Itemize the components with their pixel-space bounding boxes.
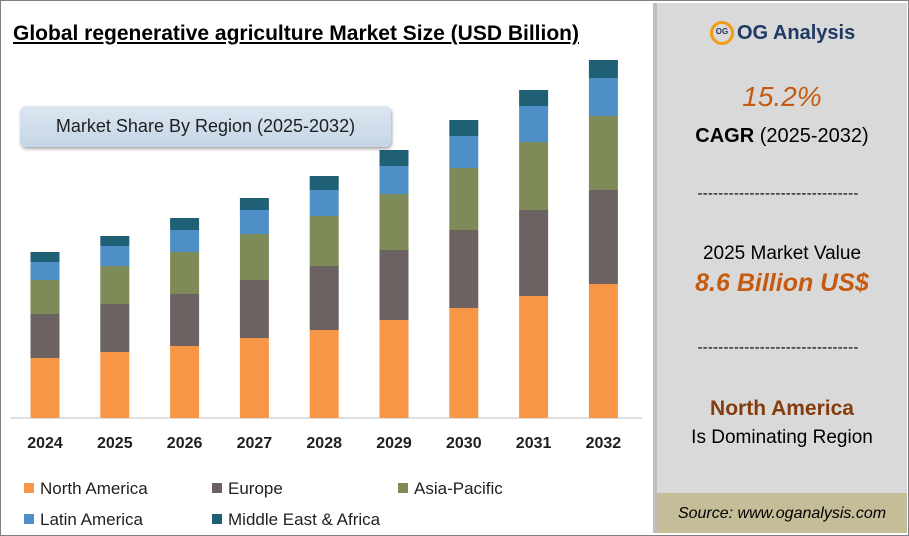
bar-2029-north-america xyxy=(379,320,409,418)
cagr-value: 15.2% xyxy=(742,81,822,112)
logo-icon-text: OG xyxy=(715,27,729,36)
bar-2030-asia-pacific xyxy=(449,168,479,230)
bar-2029-middle-east-africa xyxy=(379,150,409,166)
bar-2031-north-america xyxy=(519,296,549,418)
legend-label: Asia-Pacific xyxy=(414,479,503,498)
legend-swatch xyxy=(212,483,222,493)
bar-2029-asia-pacific xyxy=(379,194,409,250)
legend-label: North America xyxy=(40,479,148,498)
summary-panel: OG OG Analysis 15.2% CAGR (2025-2032) ---… xyxy=(653,3,907,533)
bar-2030-europe xyxy=(449,230,479,308)
divider-bottom: ------------------------------- xyxy=(697,339,859,356)
bar-2026-middle-east-africa xyxy=(170,218,200,230)
legend-item: North America xyxy=(24,479,148,499)
x-tick-label: 2032 xyxy=(586,435,622,452)
bar-2030-north-america xyxy=(449,308,479,418)
bar-2027-north-america xyxy=(239,338,269,418)
x-tick-label: 2024 xyxy=(27,435,63,452)
bar-2029-europe xyxy=(379,250,409,320)
bar-2032-north-america xyxy=(588,284,618,418)
dominating-region: North America xyxy=(710,397,854,420)
chart-subtitle: Market Share By Region (2025-2032) xyxy=(55,116,356,136)
bar-2028-middle-east-africa xyxy=(309,176,339,190)
og-analysis-logo: OG OG Analysis xyxy=(710,21,855,45)
bar-2024-asia-pacific xyxy=(30,280,60,314)
bar-2027-middle-east-africa xyxy=(239,198,269,210)
legend-label: Middle East & Africa xyxy=(228,510,381,529)
bar-2024-europe xyxy=(30,314,60,358)
legend-swatch xyxy=(212,514,222,524)
legend-item: Latin America xyxy=(24,510,143,530)
x-tick-label: 2031 xyxy=(516,435,552,452)
bar-2025-asia-pacific xyxy=(100,266,130,304)
bar-2028-north-america xyxy=(309,330,339,418)
cagr-label: CAGR (2025-2032) xyxy=(657,125,907,148)
x-tick-label: 2028 xyxy=(306,435,342,452)
bar-2031-middle-east-africa xyxy=(519,90,549,106)
x-tick-label: 2026 xyxy=(167,435,203,452)
legend-swatch xyxy=(24,514,34,524)
logo-text: OG Analysis xyxy=(737,21,856,44)
bar-2028-asia-pacific xyxy=(309,216,339,266)
bar-2032-asia-pacific xyxy=(588,116,618,190)
bar-2032-europe xyxy=(588,190,618,284)
chart-title: Global regenerative agriculture Market S… xyxy=(13,22,579,45)
bar-2027-latin-america xyxy=(239,210,269,234)
bar-2031-europe xyxy=(519,210,549,296)
bar-2025-north-america xyxy=(100,352,130,418)
dominating-label: Is Dominating Region xyxy=(691,427,873,448)
bar-2028-latin-america xyxy=(309,190,339,216)
x-tick-label: 2027 xyxy=(237,435,273,452)
x-tick-label: 2029 xyxy=(376,435,412,452)
bar-2030-middle-east-africa xyxy=(449,120,479,136)
legend-item: Asia-Pacific xyxy=(398,479,503,499)
bar-2026-latin-america xyxy=(170,230,200,252)
bar-2025-middle-east-africa xyxy=(100,236,130,246)
market-value-label: 2025 Market Value xyxy=(702,243,862,264)
bar-2027-europe xyxy=(239,280,269,338)
market-value: 8.6 Billion US$ xyxy=(695,269,869,297)
legend-item: Middle East & Africa xyxy=(212,510,380,530)
legend-item: Europe xyxy=(212,479,283,499)
bar-2027-asia-pacific xyxy=(239,234,269,280)
source-text: Source: www.oganalysis.com xyxy=(677,505,887,522)
bar-2032-middle-east-africa xyxy=(588,60,618,78)
cagr-label-period: (2025-2032) xyxy=(754,125,869,147)
legend-label: Latin America xyxy=(40,510,143,529)
stacked-bar-chart: 2024 2025 2026 2027 2028 2029 2030 2031 2032 xyxy=(10,60,642,452)
bar-2028-europe xyxy=(309,266,339,330)
bar-2031-latin-america xyxy=(519,106,549,142)
legend-label: Europe xyxy=(228,479,283,498)
divider-top: ------------------------------- xyxy=(697,185,859,202)
bar-2024-latin-america xyxy=(30,262,60,280)
source-footer: Source: www.oganalysis.com xyxy=(657,493,907,533)
cagr-label-bold: CAGR xyxy=(695,125,755,147)
x-tick-label: 2025 xyxy=(97,435,133,452)
legend-swatch xyxy=(24,483,34,493)
bar-2031-asia-pacific xyxy=(519,142,549,210)
bar-2025-latin-america xyxy=(100,246,130,266)
bar-2026-europe xyxy=(170,294,200,346)
bar-2026-north-america xyxy=(170,346,200,418)
bar-2026-asia-pacific xyxy=(170,252,200,294)
bar-2024-north-america xyxy=(30,358,60,418)
bar-2024-middle-east-africa xyxy=(30,252,60,262)
legend-swatch xyxy=(398,483,408,493)
og-logo-icon: OG xyxy=(710,21,734,45)
bar-2032-latin-america xyxy=(588,78,618,116)
x-tick-label: 2030 xyxy=(446,435,482,452)
bar-2030-latin-america xyxy=(449,136,479,168)
bar-2029-latin-america xyxy=(379,166,409,194)
subtitle-box: Market Share By Region (2025-2032) xyxy=(20,106,391,147)
bar-2025-europe xyxy=(100,304,130,352)
